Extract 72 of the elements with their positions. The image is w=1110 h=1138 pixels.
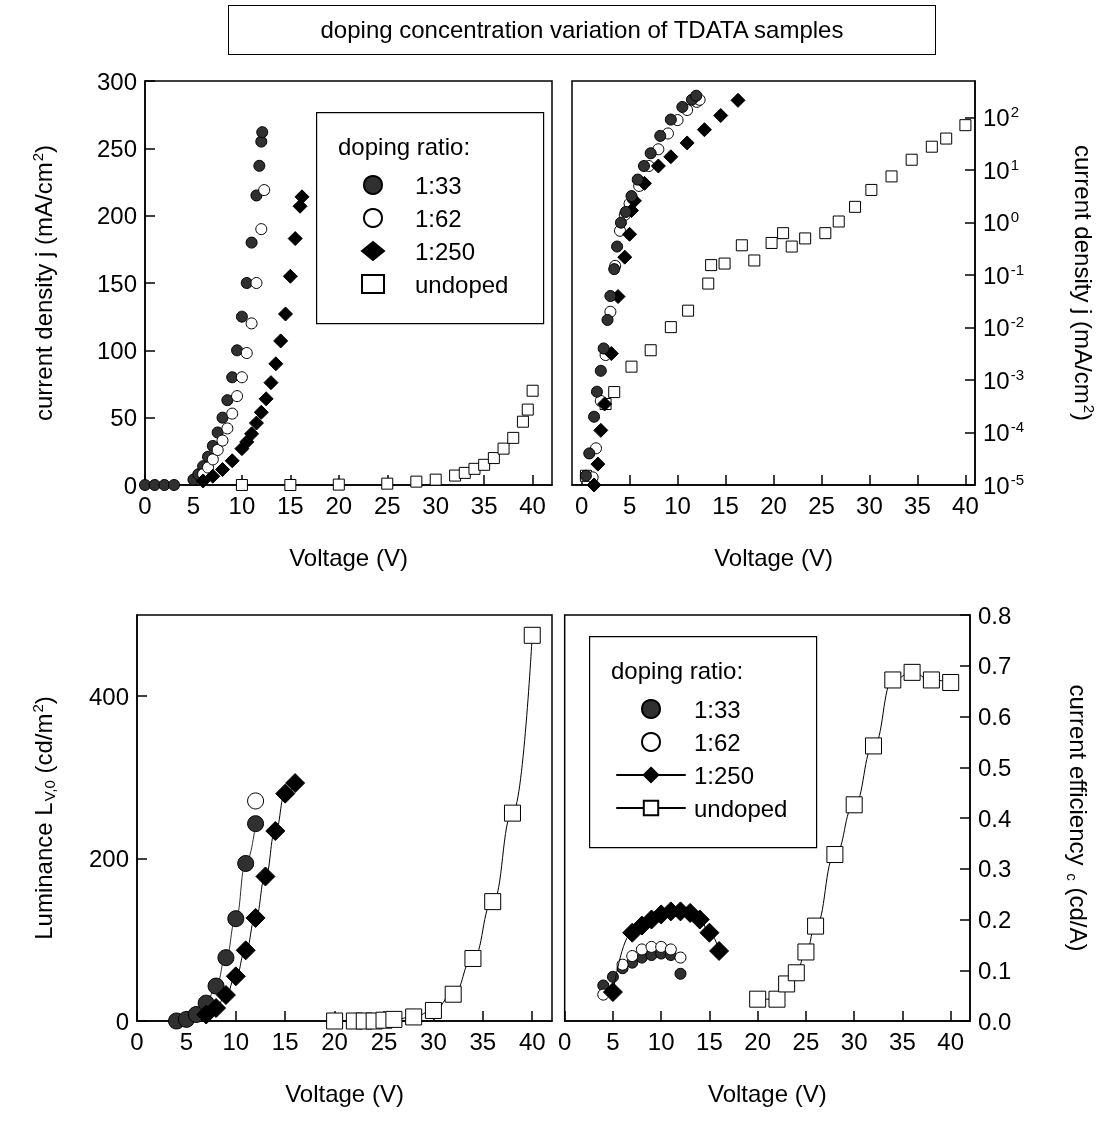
legend-title: doping ratio: [338,132,471,160]
x-axis-title: Voltage (V) [289,543,408,571]
y2-tick-label: 0.8 [978,601,1012,629]
x-tick-label: 20 [744,1027,772,1055]
x-tick-label: 30 [856,491,883,519]
x-axis-title: Voltage (V) [285,1079,404,1107]
x-tick-label: 5 [606,1027,620,1055]
y2-tick-label: 0.5 [978,753,1012,781]
x-tick-label: 35 [889,1027,916,1055]
y2-tick-label: 0.0 [978,1007,1012,1035]
y-tick-label: 0 [115,1007,129,1035]
x-tick-label: 10 [664,491,691,519]
x-tick-label: 25 [792,1027,820,1055]
x-tick-label: 30 [840,1027,868,1055]
y-tick-label: 200 [96,202,137,230]
x-tick-label: 40 [518,1027,546,1055]
x-tick-label: 20 [325,491,353,519]
y-axis-title: current density j (mA/cm2) [29,144,57,422]
x-tick-label: 35 [469,1027,497,1055]
x-tick-label: 10 [222,1027,250,1055]
y2-tick-label: 0.2 [978,906,1012,933]
y-tick-label: 150 [96,269,137,297]
x-tick-label: 30 [420,1027,447,1055]
x-tick-label: 25 [370,1027,398,1055]
chart-title: doping concentration variation of TDATA samples [228,5,936,55]
legend-label: 1:250 [694,761,755,789]
x-tick-label: 5 [179,1027,194,1055]
legend-label: 1:250 [415,237,476,265]
x-tick-label: 20 [760,491,787,519]
x-tick-label: 15 [277,491,304,519]
legend-label: undoped [415,270,509,298]
y2-axis-title: current efficiency c (cd/A) [1064,684,1092,952]
legend-label: 1:33 [694,695,741,723]
legend-label: 1:33 [415,171,462,199]
x-axis-title: Voltage (V) [714,543,833,571]
y2-tick-label: 0.1 [978,956,1012,984]
y2-tick-label: 0.3 [978,855,1012,883]
y2-tick-label: 0.6 [978,703,1012,730]
x-tick-label: 15 [696,1027,723,1055]
y-tick-label: 300 [96,67,137,95]
y-tick-label: 100 [96,336,137,364]
y-tick-label: 0 [123,471,137,499]
x-tick-label: 35 [904,491,931,519]
x-tick-label: 40 [952,491,979,519]
y2-tick-label: 0.4 [978,804,1012,832]
y2-axis-title: current density j (mA/cm2) [1070,144,1098,422]
y-tick-label: 50 [110,404,137,432]
y-axis-title: Luminance LV,0 (cd/m2) [29,696,58,940]
y-tick-label: 250 [96,134,137,162]
x-tick-label: 30 [422,491,450,519]
legend-title: doping ratio: [611,656,744,684]
legend-label: 1:62 [415,204,462,232]
x-tick-label: 10 [647,1027,675,1055]
legend-label: 1:62 [694,728,741,756]
y-tick-label: 200 [88,845,129,873]
x-tick-label: 40 [519,491,546,519]
x-tick-label: 5 [186,491,201,519]
y-tick-label: 400 [88,682,129,710]
x-tick-label: 25 [373,491,401,519]
x-tick-label: 40 [937,1027,965,1055]
x-tick-label: 0 [574,491,589,519]
x-tick-label: 0 [557,1027,572,1055]
x-tick-label: 5 [622,491,637,519]
x-tick-label: 15 [712,491,739,519]
x-tick-label: 35 [470,491,498,519]
x-tick-label: 20 [321,1027,348,1055]
x-tick-label: 10 [228,491,256,519]
x-tick-label: 15 [271,1027,299,1055]
y2-tick-label: 0.7 [978,652,1012,680]
x-tick-label: 25 [808,491,835,519]
legend-label: undoped [694,794,788,822]
x-axis-title: Voltage (V) [707,1079,827,1107]
